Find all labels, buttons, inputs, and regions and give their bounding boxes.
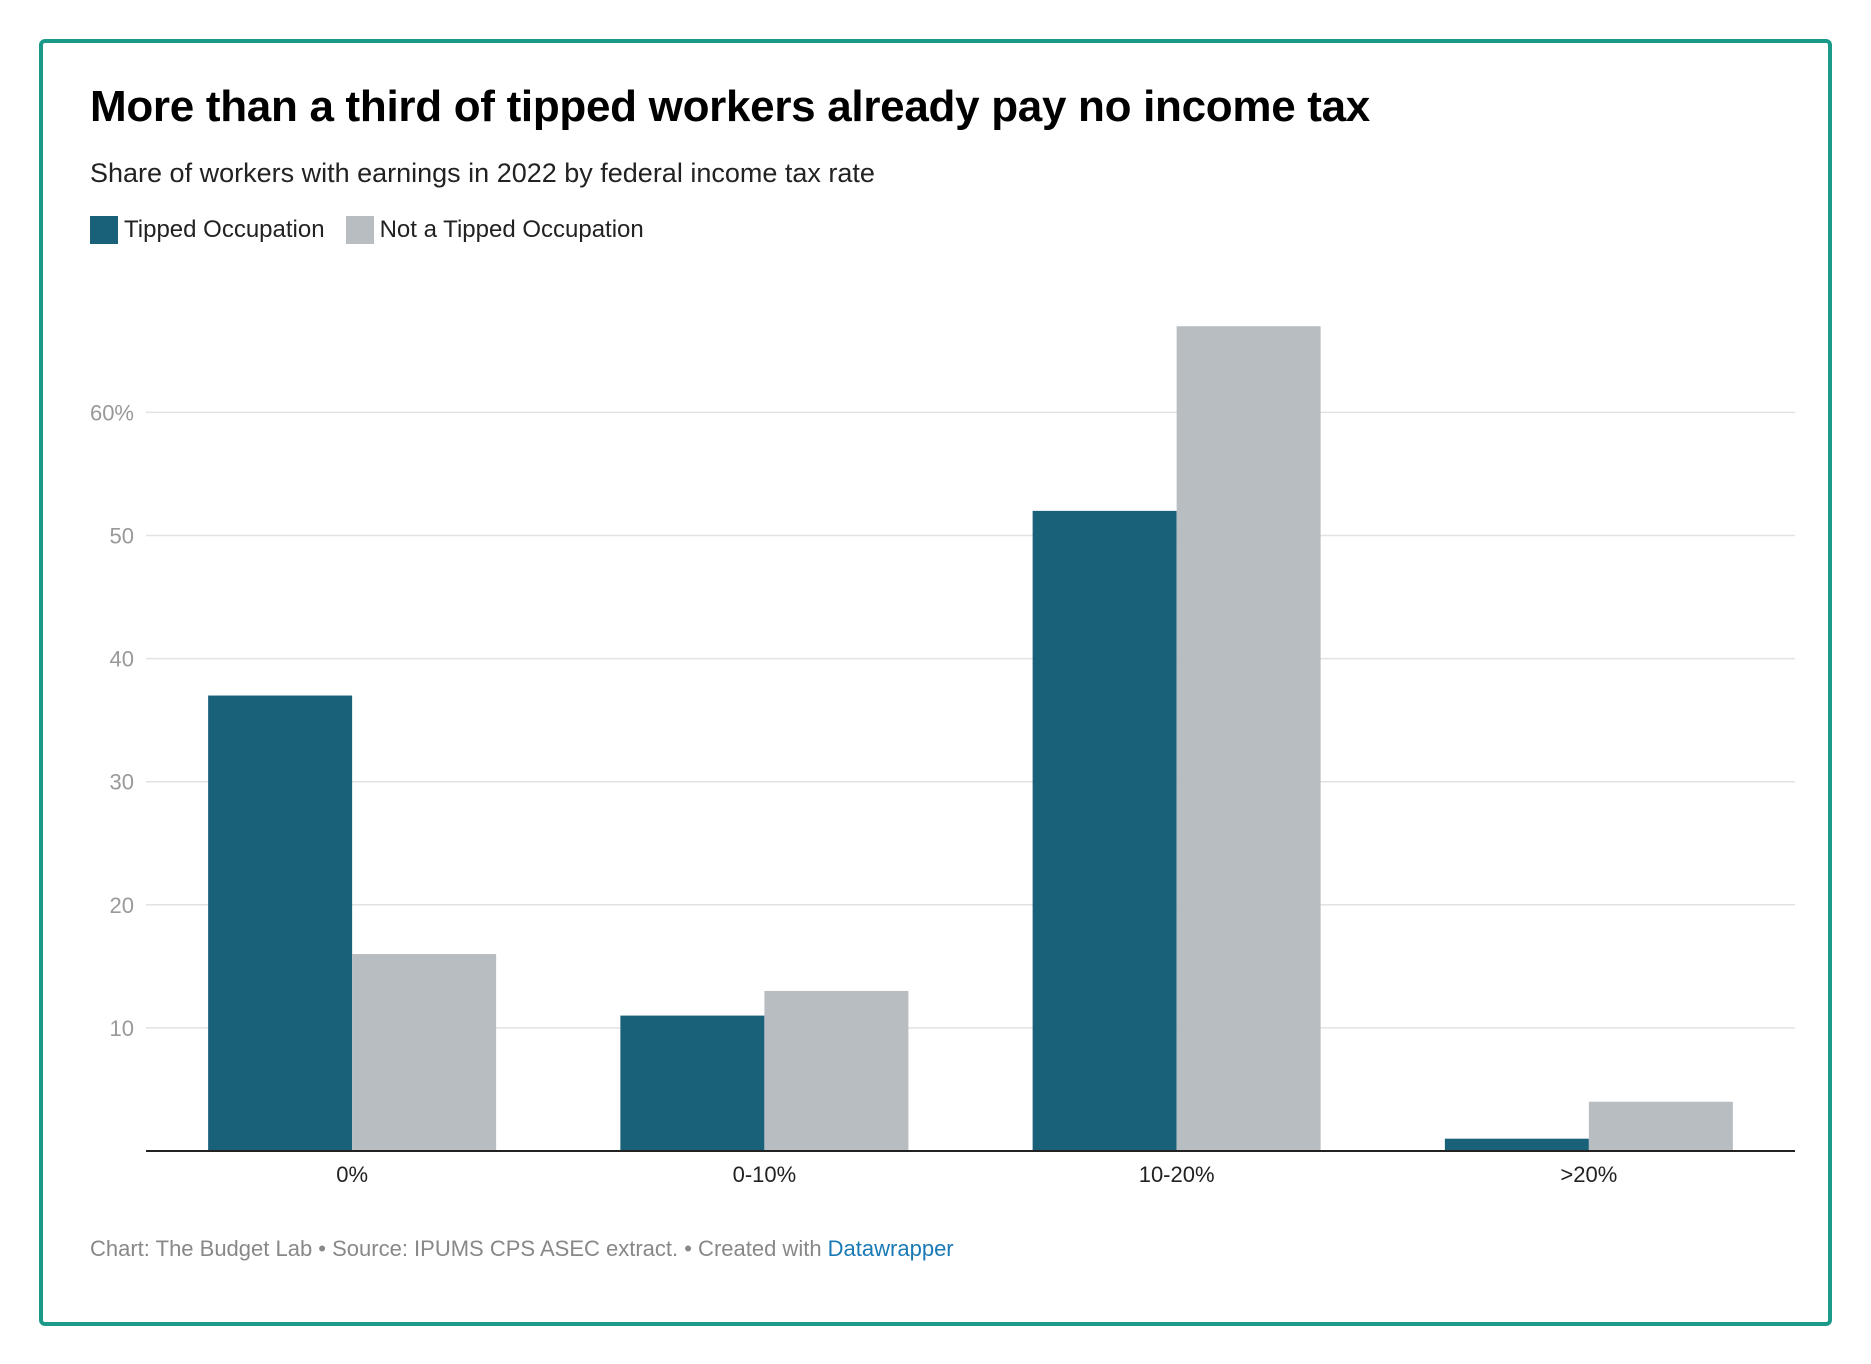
footer-credits: Chart: The Budget Lab • Source: IPUMS CP…: [90, 1236, 828, 1261]
y-tick-label: 20: [110, 893, 134, 918]
chart-subtitle: Share of workers with earnings in 2022 b…: [90, 158, 875, 188]
y-tick-label: 10: [110, 1016, 134, 1041]
x-tick-label: 0%: [336, 1162, 368, 1187]
y-tick-label: 50: [110, 524, 134, 549]
x-tick-label: >20%: [1560, 1162, 1617, 1187]
bar-not-tipped: [352, 954, 497, 1151]
x-tick-label: 10-20%: [1139, 1162, 1215, 1187]
y-tick-label: 30: [110, 770, 134, 795]
bar-tipped: [620, 1015, 765, 1151]
chart-footer: Chart: The Budget Lab • Source: IPUMS CP…: [90, 1236, 954, 1262]
y-tick-label: 60%: [90, 400, 134, 425]
bar-tipped: [1444, 1138, 1589, 1151]
legend-item-tipped: Tipped Occupation: [90, 216, 325, 244]
legend: Tipped Occupation Not a Tipped Occupatio…: [90, 216, 665, 244]
bar-not-tipped: [1588, 1101, 1733, 1151]
bar-tipped: [208, 695, 353, 1151]
bar-not-tipped: [1176, 326, 1321, 1152]
legend-swatch-not-tipped: [345, 216, 374, 244]
legend-item-not-tipped: Not a Tipped Occupation: [345, 216, 644, 244]
legend-swatch-tipped: [90, 216, 118, 244]
chart-title: More than a third of tipped workers alre…: [90, 82, 1370, 131]
legend-label-tipped: Tipped Occupation: [124, 216, 325, 243]
y-tick-label: 40: [110, 647, 134, 672]
datawrapper-link[interactable]: Datawrapper: [827, 1236, 954, 1261]
x-tick-label: 0-10%: [733, 1162, 797, 1187]
bar-tipped: [1032, 510, 1177, 1151]
legend-label-not-tipped: Not a Tipped Occupation: [379, 216, 644, 243]
bar-not-tipped: [764, 990, 909, 1151]
